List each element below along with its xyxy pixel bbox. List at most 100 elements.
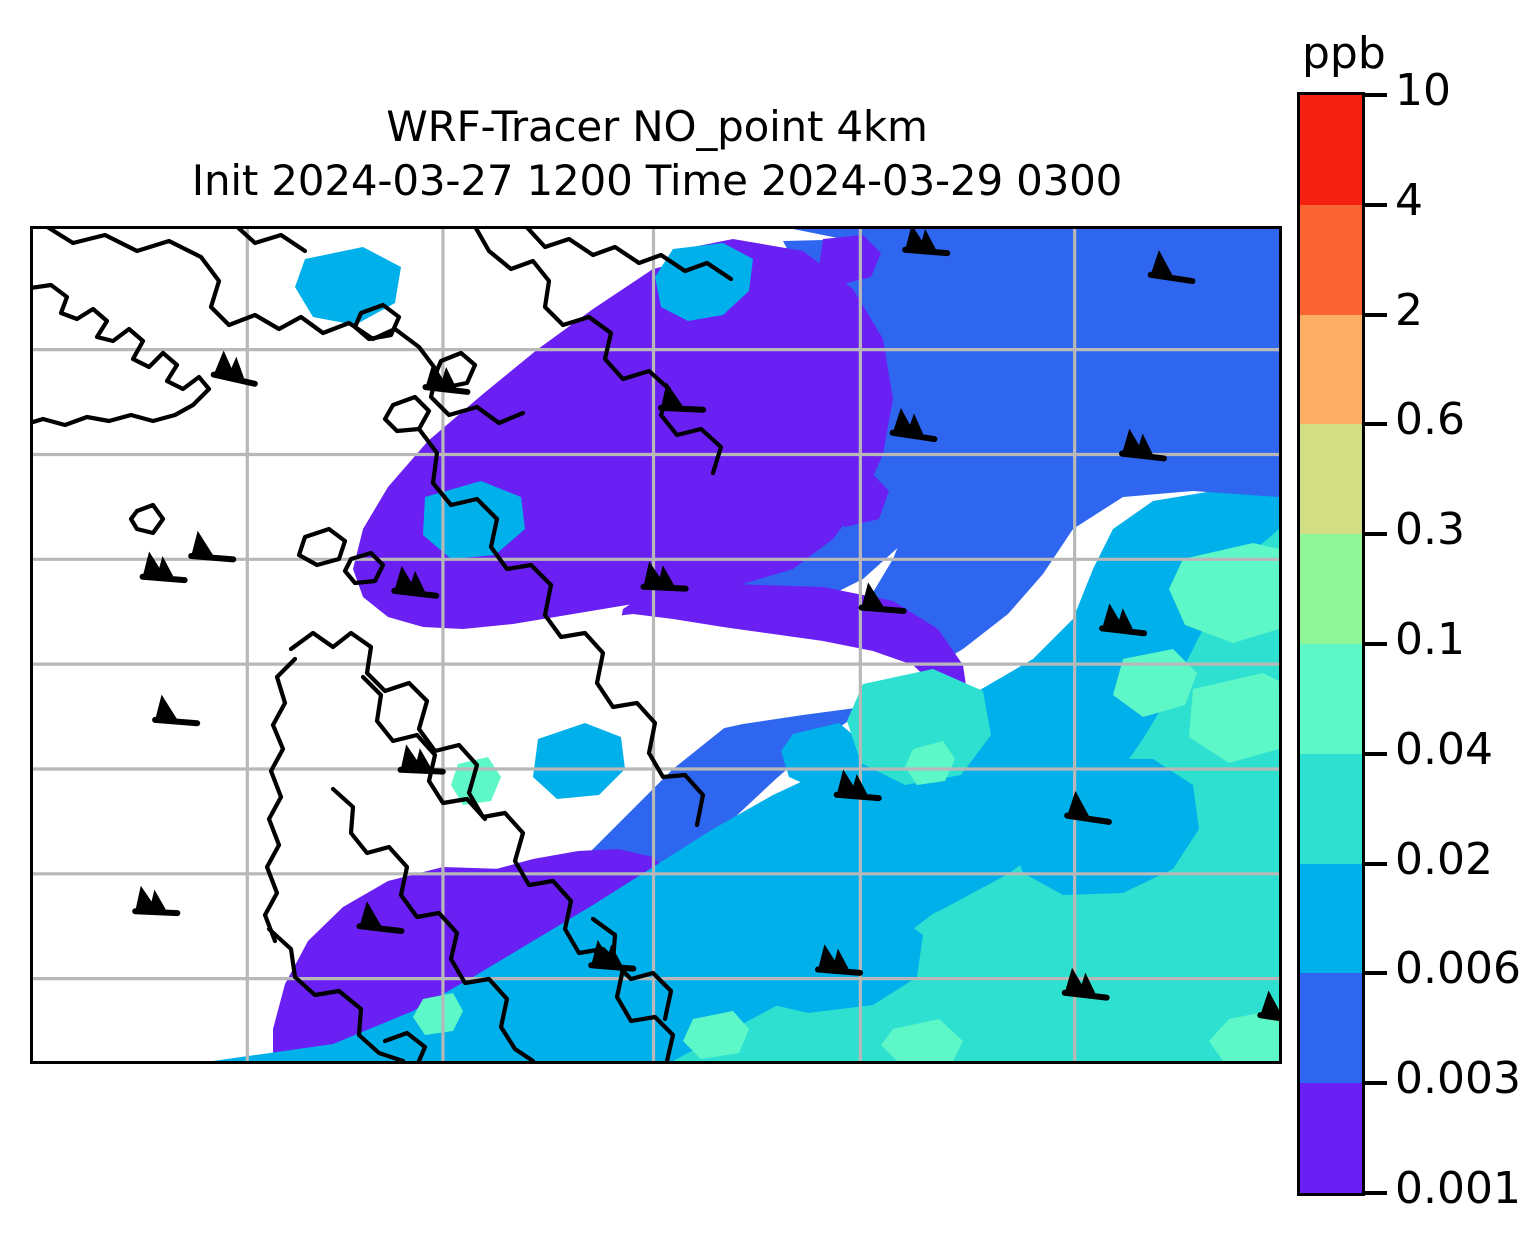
wind-barb-staff <box>1064 812 1112 825</box>
wind-barb-flag <box>227 356 245 379</box>
wind-barb-flag <box>907 413 924 435</box>
colorbar-tick-mark <box>1365 93 1387 97</box>
wind-barb-flag <box>156 555 174 577</box>
wind-barb-staff <box>397 766 446 775</box>
colorbar-tick-group: 10 4 2 0.6 0.3 0.1 0.04 0.02 0.006 0.003 0.001 <box>1365 69 1525 1211</box>
wind-barb-staff <box>1119 450 1167 462</box>
coastline-path <box>128 502 166 536</box>
title-line-2: Init 2024-03-27 1200 Time 2024-03-29 030… <box>191 155 1123 205</box>
wind-barb-staff <box>1061 989 1110 1001</box>
colorbar-tick-label: 0.1 <box>1395 614 1465 665</box>
colorbar-band <box>1300 204 1362 315</box>
colorbar-tick-mark <box>1365 642 1387 646</box>
colorbar-tick-label: 4 <box>1395 174 1423 226</box>
wind-barb-staff <box>1147 271 1196 285</box>
contour-band-004-f <box>683 1011 749 1059</box>
coastline-path <box>352 302 402 342</box>
contour-band-004-c <box>1113 649 1197 717</box>
contour-band-004-e <box>881 1019 963 1061</box>
wind-barb-flag <box>408 570 425 592</box>
wind-barb-pennant <box>661 382 684 408</box>
contour-pocket-0006-b <box>533 723 625 799</box>
wind-barb <box>889 408 938 443</box>
wind-barbs <box>132 229 1279 1025</box>
wind-barb-pennant <box>1150 250 1174 277</box>
coastline-path <box>525 229 734 282</box>
contour-band-004-g <box>413 993 463 1035</box>
wind-barb-staff <box>1099 625 1148 637</box>
wind-barb-pennant <box>1067 790 1090 818</box>
coastline-path <box>46 229 526 426</box>
contour-pocket-0001 <box>819 235 881 285</box>
wind-barb-flag <box>832 948 849 969</box>
wind-barb-flag <box>851 773 868 795</box>
wind-barb-staff <box>1257 1012 1279 1025</box>
colorbar-unit-label: ppb <box>1302 28 1386 79</box>
contour-band-004 <box>1169 543 1279 643</box>
contour-pocket-002 <box>847 669 991 785</box>
contour-pocket-002-b <box>1035 915 1181 1027</box>
wind-barb <box>815 944 864 976</box>
wind-barb-flag <box>605 944 622 965</box>
wind-barb <box>1147 250 1196 285</box>
colorbar-tick-label: 10 <box>1395 65 1451 116</box>
wind-barb <box>902 229 951 257</box>
wind-barb <box>152 694 201 727</box>
colorbar-band <box>1300 863 1362 974</box>
wind-barb-pennant <box>861 582 884 608</box>
wind-barb-staff <box>356 923 405 935</box>
colorbar-tick-label: 0.02 <box>1395 833 1493 885</box>
colorbar-tick-mark <box>1365 312 1387 317</box>
wind-barb <box>397 744 446 775</box>
wind-barb-flag <box>1079 972 1096 994</box>
wind-barb <box>588 940 637 972</box>
colorbar-band <box>1300 95 1362 205</box>
wind-barb-staff <box>815 966 864 976</box>
coastline-path <box>296 526 348 568</box>
colorbar-tick-label: 0.006 <box>1395 943 1521 995</box>
colorbar-band <box>1300 1083 1362 1193</box>
colorbar <box>1297 92 1365 1196</box>
title-line-1: WRF-Tracer NO_point 4km <box>386 102 928 151</box>
wind-barb-staff <box>658 404 707 413</box>
coastline-path <box>236 229 308 254</box>
wind-barb <box>858 582 907 614</box>
colorbar-tick-mark <box>1365 202 1387 207</box>
wind-barb-staff <box>902 246 951 257</box>
colorbar-tick-mark <box>1365 971 1387 976</box>
wind-barb-pennant <box>191 530 214 556</box>
wind-barb-flag <box>919 229 936 250</box>
colorbar-tick-label: 0.3 <box>1395 504 1465 556</box>
wind-barb <box>1099 603 1148 637</box>
wind-barb-staff <box>132 908 181 917</box>
wind-barb <box>1119 428 1167 462</box>
wind-barb-staff <box>188 553 237 563</box>
contour-band-004-i <box>905 741 955 785</box>
wind-barb-staff <box>391 587 440 599</box>
colorbar-tick-mark <box>1365 751 1387 756</box>
wind-barb <box>640 561 689 592</box>
wind-barb <box>391 565 440 599</box>
coastline-path <box>590 916 674 1022</box>
contour-pocket-002-c <box>1199 807 1279 935</box>
colorbar-tick-label: 0.001 <box>1395 1163 1521 1214</box>
wind-barb-flag <box>1136 433 1153 454</box>
coastline-path <box>342 550 386 586</box>
wind-barb <box>422 362 471 395</box>
coastline-path <box>360 674 488 822</box>
wind-barb-pennant <box>155 694 178 720</box>
colorbar-tick-label: 0.003 <box>1395 1053 1521 1105</box>
wind-barb-flag <box>414 748 432 769</box>
contour-pocket-0006-e <box>295 247 401 325</box>
colorbar-tick-mark <box>1365 422 1387 427</box>
wind-barb-flag <box>657 565 675 586</box>
wind-barb <box>188 530 237 563</box>
wind-barb-flag <box>149 889 166 911</box>
contour-pocket-0006 <box>655 243 753 321</box>
colorbar-band <box>1300 534 1362 644</box>
colorbar-tick-label: 0.6 <box>1395 394 1465 446</box>
wind-barb-staff <box>152 716 201 727</box>
wind-barb <box>658 382 707 413</box>
colorbar-tick-label: 2 <box>1395 284 1423 336</box>
